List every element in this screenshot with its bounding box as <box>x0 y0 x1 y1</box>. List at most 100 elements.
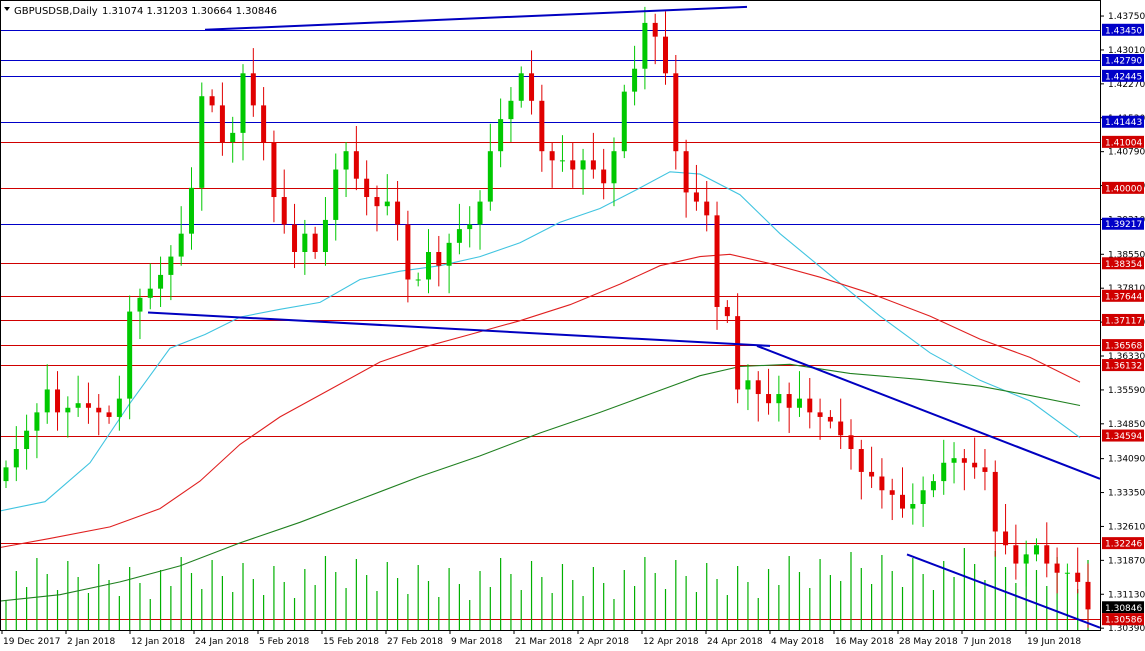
candle-body <box>209 96 215 106</box>
candle-body <box>487 151 493 202</box>
candle-body <box>127 311 133 399</box>
candle-body <box>199 96 205 188</box>
candle-body <box>1085 581 1091 610</box>
date-tick-label: 24 Apr 2018 <box>707 637 763 647</box>
candle-body <box>333 169 339 220</box>
candle-body <box>230 132 236 143</box>
candle-body <box>65 407 71 413</box>
candle-body <box>621 91 627 152</box>
date-tick-label: 27 Feb 2018 <box>387 637 443 647</box>
date-tick-label: 15 Feb 2018 <box>323 637 379 647</box>
candle-body <box>941 462 947 482</box>
level-tag-box <box>1102 289 1144 302</box>
price-tick-label: 1.40790 <box>1108 148 1145 158</box>
candle-body <box>590 160 596 170</box>
level-tag-label: 1.40000 <box>1105 184 1142 194</box>
candle-body <box>611 151 617 184</box>
candle-body <box>920 490 926 504</box>
candle-body <box>24 430 30 450</box>
price-tick-label: 1.35590 <box>1108 386 1145 396</box>
candle-body <box>498 119 504 152</box>
candle-body <box>374 197 380 207</box>
candle-body <box>570 160 576 170</box>
candle-body <box>147 288 153 298</box>
candle-body <box>3 467 9 482</box>
candle-body <box>776 394 782 404</box>
candle-body <box>827 416 833 422</box>
date-tick-label: 7 Jun 2018 <box>963 637 1012 647</box>
candle-body <box>456 229 462 243</box>
level-tag-label: 1.30586 <box>1105 616 1142 626</box>
candle-body <box>580 160 586 170</box>
date-tick-label: 28 May 2018 <box>899 637 958 647</box>
level-tag-label: 1.38354 <box>1105 260 1142 270</box>
candle-body <box>673 73 679 152</box>
candle-body <box>529 73 535 101</box>
candle-body <box>446 242 452 266</box>
level-tag-box <box>1102 537 1144 550</box>
date-tick-label: 12 Apr 2018 <box>643 637 699 647</box>
candlesticks <box>3 6 1091 628</box>
candle-body <box>34 412 40 431</box>
level-tag-box <box>1102 257 1144 270</box>
level-tag-label: 1.30846 <box>1105 604 1142 614</box>
date-tick-label: 16 May 2018 <box>835 637 894 647</box>
candle-body <box>467 224 473 230</box>
ohlc-values: 1.31074 1.31203 1.30664 1.30846 <box>102 6 277 17</box>
level-tag-label: 1.43450 <box>1105 26 1142 36</box>
date-tick-label: 24 Jan 2018 <box>195 637 249 647</box>
candle-body <box>704 201 710 216</box>
candle-body <box>261 105 267 143</box>
candle-body <box>549 151 555 161</box>
candle-body <box>1023 554 1029 564</box>
candle-body <box>353 151 359 179</box>
level-tag-label: 1.39217 <box>1105 220 1142 230</box>
candle-body <box>395 201 401 225</box>
candle-body <box>972 462 978 468</box>
trendline-1 <box>147 311 771 347</box>
chevron-down-icon[interactable] <box>4 7 10 11</box>
moving-average-fast <box>0 171 1081 512</box>
date-axis: 19 Dec 2017 2 Jan 2018 12 Jan 2018 24 Jan 2… <box>1 630 1081 647</box>
level-tag-box <box>1102 359 1144 372</box>
price-tick-label: 1.30390 <box>1108 624 1145 634</box>
candle-body <box>539 100 545 152</box>
candle-body <box>343 151 349 170</box>
candle-body <box>951 458 957 463</box>
candle-body <box>55 389 61 413</box>
candle-body <box>137 297 143 312</box>
level-tag-label: 1.36132 <box>1105 362 1142 372</box>
candle-body <box>425 252 431 280</box>
plot-frame <box>0 0 1101 631</box>
candle-body <box>1064 572 1070 574</box>
candle-body <box>240 73 246 133</box>
level-tag-box <box>1102 69 1144 82</box>
candle-body <box>817 412 823 417</box>
price-tick-label: 1.43750 <box>1108 12 1145 22</box>
price-tick-label: 1.32610 <box>1108 522 1145 532</box>
level-tag-label: 1.42790 <box>1105 57 1142 67</box>
date-tick-label: 12 Jan 2018 <box>131 637 185 647</box>
symbol-label: GBPUSDSB,Daily <box>14 6 98 17</box>
price-tick-label: 1.36330 <box>1108 352 1145 362</box>
price-tick-label: 1.37810 <box>1108 284 1145 294</box>
candle-body <box>992 471 998 532</box>
candle-body <box>559 160 565 162</box>
date-tick-label: 19 Jun 2018 <box>1027 637 1081 647</box>
price-tick-label: 1.31130 <box>1108 590 1145 600</box>
candle-body <box>271 142 277 198</box>
candle-body <box>683 151 689 193</box>
level-tag-box <box>1102 181 1144 194</box>
candle-body <box>766 394 772 404</box>
level-tag-box <box>1102 429 1144 442</box>
level-tag-box <box>1102 54 1144 67</box>
candle-body <box>663 36 669 74</box>
candle-body <box>652 22 658 37</box>
candle-body <box>796 398 802 408</box>
level-tag-box <box>1102 23 1144 36</box>
candle-body <box>889 490 895 495</box>
price-tick-label: 1.34850 <box>1108 420 1145 430</box>
candle-body <box>508 100 514 120</box>
